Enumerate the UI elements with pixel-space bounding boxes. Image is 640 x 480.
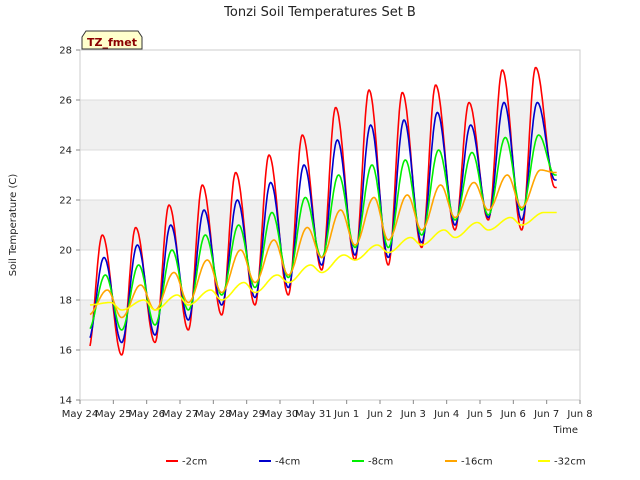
x-tick-label: May 30 xyxy=(262,409,299,420)
station-badge: TZ_fmet xyxy=(81,30,143,50)
x-tick-label: Jun 1 xyxy=(333,409,359,420)
x-tick-label: Jun 4 xyxy=(433,409,459,420)
background-band xyxy=(80,300,580,350)
x-tick-label: May 29 xyxy=(228,409,265,420)
legend: -2cm -4cm -8cm -16cm -32cm xyxy=(166,457,586,468)
chart-title: Tonzi Soil Temperatures Set B xyxy=(223,5,416,20)
background-band xyxy=(80,100,580,150)
x-tick-label: Jun 3 xyxy=(400,409,426,420)
legend-label: -8cm xyxy=(368,457,393,468)
series-line-minus-16cm xyxy=(89,169,557,319)
station-badge-label: TZ_fmet xyxy=(87,36,137,49)
x-tick-label: Jun 5 xyxy=(466,409,492,420)
legend-label: -2cm xyxy=(182,457,207,468)
legend-label: -16cm xyxy=(461,457,493,468)
x-tick-label: May 31 xyxy=(295,409,332,420)
x-tick-label: May 27 xyxy=(162,409,199,420)
y-tick-label: 26 xyxy=(59,96,72,107)
y-tick-label: 16 xyxy=(59,346,72,357)
series-group xyxy=(89,66,557,356)
x-tick-label: May 25 xyxy=(95,409,132,420)
legend-label: -4cm xyxy=(275,457,300,468)
x-tick-label: Jun 6 xyxy=(500,409,526,420)
y-tick-label: 14 xyxy=(59,396,72,407)
series-line-minus-4cm xyxy=(89,101,557,344)
series-line-minus-32cm xyxy=(89,211,557,311)
x-tick-label: Jun 2 xyxy=(366,409,392,420)
x-tick-label: Jun 7 xyxy=(533,409,559,420)
x-tick-label: May 26 xyxy=(128,409,165,420)
legend-label: -32cm xyxy=(554,457,586,468)
y-axis-ticks: 14 16 18 20 22 24 26 28 xyxy=(59,46,80,407)
plot-frame xyxy=(79,49,581,401)
y-tick-label: 24 xyxy=(59,146,72,157)
x-tick-label: May 28 xyxy=(195,409,232,420)
y-tick-label: 22 xyxy=(59,196,72,207)
x-tick-label: Jun 8 xyxy=(566,409,592,420)
y-tick-label: 20 xyxy=(59,246,72,257)
station-badge-box xyxy=(81,30,143,50)
background-band xyxy=(80,200,580,250)
y-tick-label: 28 xyxy=(59,46,72,57)
x-axis-title: Time xyxy=(553,425,578,436)
x-tick-label: May 24 xyxy=(62,409,99,420)
y-axis-title: Soil Temperature (C) xyxy=(8,174,19,277)
y-tick-label: 18 xyxy=(59,296,72,307)
